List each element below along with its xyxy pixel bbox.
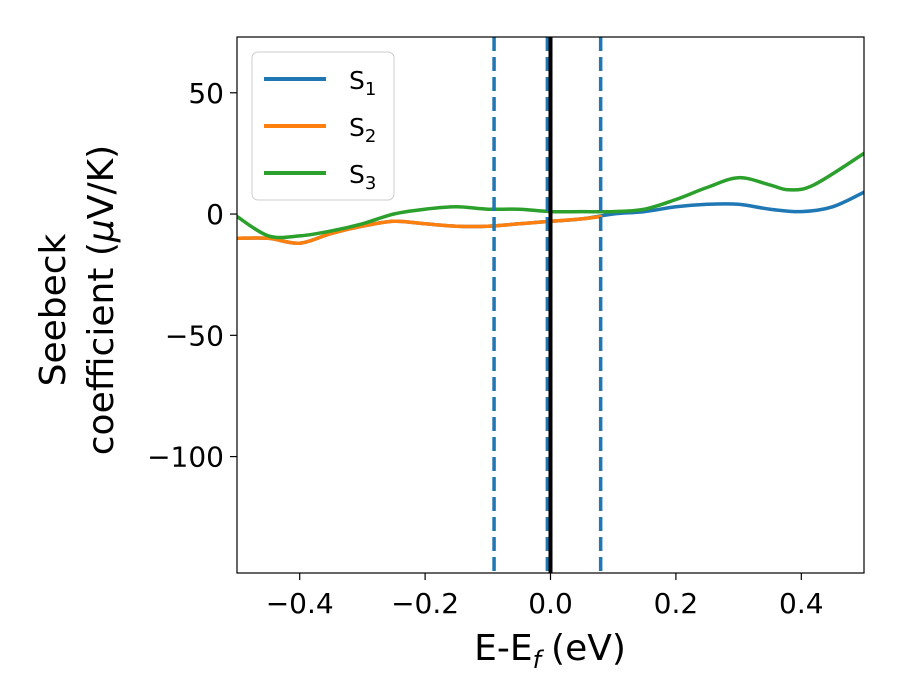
legend-label-s2: S2 <box>349 113 376 147</box>
y-axis-title-line2: coefficient (μV/K) <box>81 145 122 455</box>
legend-label-s1: S1 <box>349 66 376 100</box>
y-axis-title-line1: Seebeck <box>33 233 74 386</box>
plot-content <box>237 37 864 573</box>
y-axis-mu: μ <box>81 219 122 243</box>
x-axis-title-subscript: f <box>533 646 545 674</box>
x-tick-label: −0.4 <box>266 587 334 620</box>
y-tick-label: −50 <box>165 319 224 352</box>
x-axis-title-main: E-E <box>474 628 532 669</box>
plot-area <box>236 36 865 574</box>
x-tick-label: −0.2 <box>391 587 459 620</box>
x-tick-label: 0.0 <box>528 587 573 620</box>
x-tick-label: 0.4 <box>779 587 824 620</box>
x-tick-label: 0.2 <box>654 587 699 620</box>
y-axis-unit: V/K) <box>81 145 122 219</box>
axis-ticks: −0.4 −0.2 0.0 0.2 0.4 50 0 −50 −100 <box>147 77 823 620</box>
legend: S1 S2 S3 <box>251 51 395 201</box>
y-tick-label: 50 <box>188 77 224 110</box>
x-axis-title-unit: (eV) <box>551 628 626 669</box>
y-axis-title-text: coefficient ( <box>81 242 122 455</box>
y-tick-label: −100 <box>147 441 224 474</box>
x-axis-title: E-Ef (eV) <box>474 628 626 674</box>
y-tick-label: 0 <box>206 198 224 231</box>
legend-label-s3: S3 <box>349 160 376 194</box>
